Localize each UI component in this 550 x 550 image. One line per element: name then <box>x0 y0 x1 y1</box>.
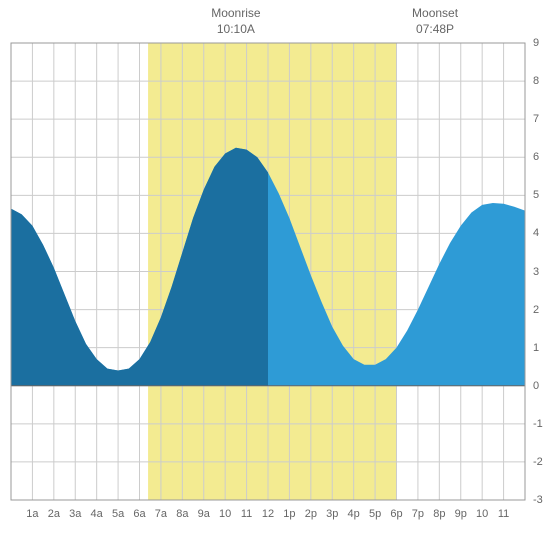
x-tick-label: 11 <box>241 508 252 520</box>
y-tick-label: -3 <box>533 494 543 506</box>
tide-chart: 1a2a3a4a5a6a7a8a9a1011121p2p3p4p5p6p7p8p… <box>0 0 550 550</box>
x-tick-label: 12 <box>262 508 274 520</box>
y-tick-label: 5 <box>533 189 539 201</box>
y-tick-label: 8 <box>533 75 539 87</box>
x-tick-label: 2a <box>48 508 60 520</box>
y-tick-label: 4 <box>533 227 539 239</box>
x-tick-label: 6p <box>390 508 402 520</box>
x-tick-label: 10 <box>476 508 488 520</box>
x-tick-label: 7a <box>155 508 167 520</box>
x-tick-label: 7p <box>412 508 424 520</box>
x-tick-label: 5a <box>112 508 124 520</box>
moonrise-label: Moonrise 10:10A <box>211 6 260 37</box>
y-tick-label: -1 <box>533 418 543 430</box>
x-tick-label: 1a <box>26 508 38 520</box>
y-tick-label: 6 <box>533 151 539 163</box>
x-tick-label: 8p <box>433 508 445 520</box>
y-tick-label: 9 <box>533 37 539 49</box>
x-tick-label: 6a <box>133 508 145 520</box>
moonrise-title: Moonrise <box>211 6 260 20</box>
x-tick-label: 9p <box>455 508 467 520</box>
x-tick-label: 8a <box>176 508 188 520</box>
y-tick-label: 2 <box>533 304 539 316</box>
y-tick-label: -2 <box>533 456 543 468</box>
y-tick-label: 1 <box>533 342 539 354</box>
moonrise-time: 10:10A <box>211 22 260 38</box>
x-tick-label: 3a <box>69 508 81 520</box>
chart-svg <box>0 0 550 550</box>
x-tick-label: 10 <box>219 508 231 520</box>
y-tick-label: 3 <box>533 266 539 278</box>
x-tick-label: 5p <box>369 508 381 520</box>
x-tick-label: 11 <box>498 508 509 520</box>
moonset-time: 07:48P <box>412 22 458 38</box>
moonset-label: Moonset 07:48P <box>412 6 458 37</box>
y-tick-label: 7 <box>533 113 539 125</box>
x-tick-label: 1p <box>283 508 295 520</box>
moonset-title: Moonset <box>412 6 458 20</box>
x-tick-label: 4a <box>91 508 103 520</box>
x-tick-label: 3p <box>326 508 338 520</box>
x-tick-label: 2p <box>305 508 317 520</box>
x-tick-label: 9a <box>198 508 210 520</box>
y-tick-label: 0 <box>533 380 539 392</box>
x-tick-label: 4p <box>348 508 360 520</box>
